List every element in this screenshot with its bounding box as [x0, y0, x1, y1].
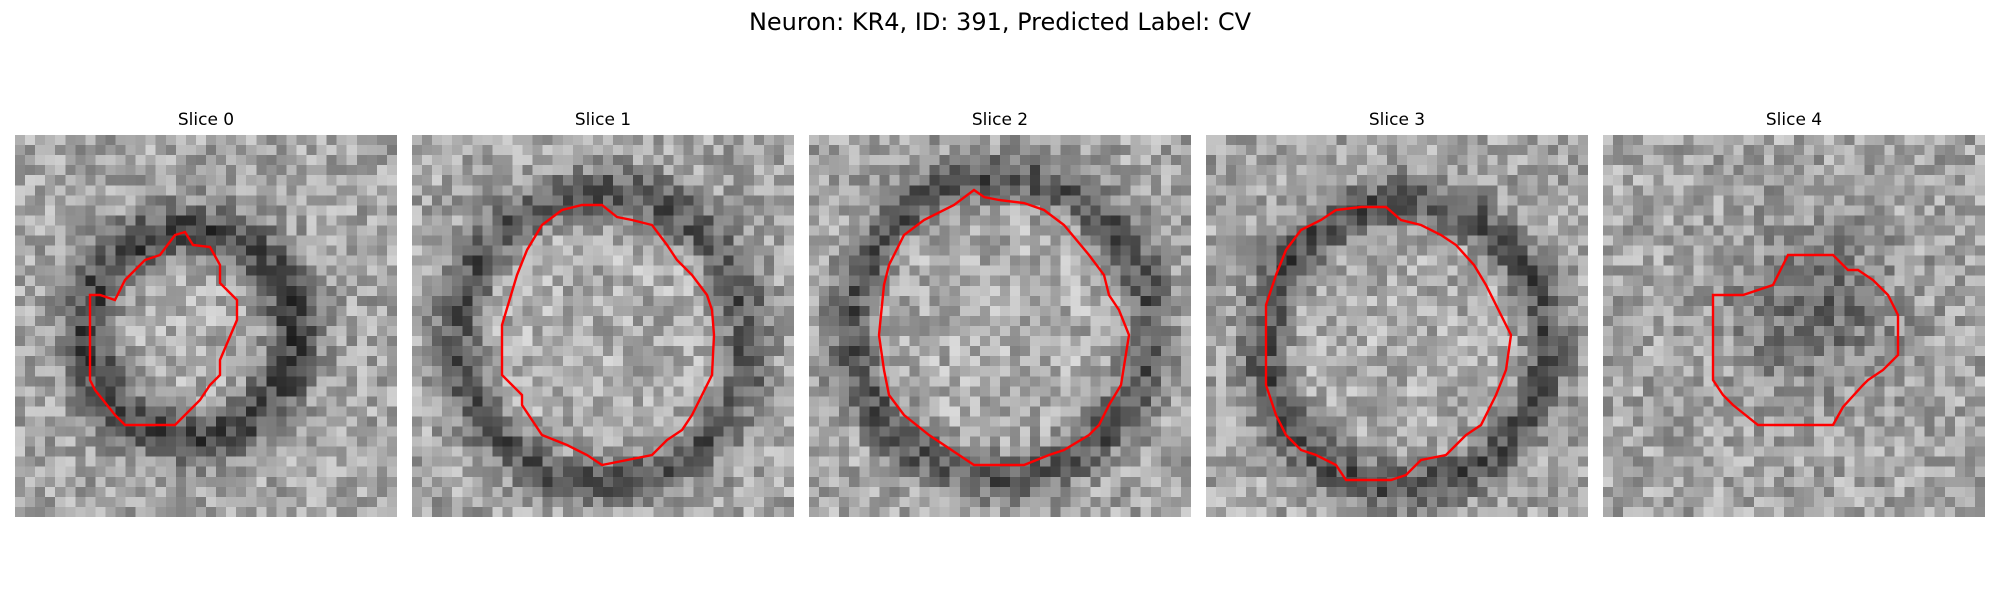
- slice-0-pixels: [15, 135, 397, 517]
- slice-0-contour: [88, 230, 239, 427]
- slice-1-contour: [500, 203, 716, 467]
- slice-3-image: [1206, 135, 1588, 517]
- slice-3-title: Slice 3: [1368, 110, 1426, 130]
- figure-title: Neuron: KR4, ID: 391, Predicted Label: C…: [748, 8, 1252, 36]
- slice-0-image: [15, 135, 397, 517]
- slice-0-title: Slice 0: [177, 110, 235, 130]
- slice-4-contour: [1711, 253, 1900, 427]
- slice-2-image: [809, 135, 1191, 517]
- slice-1-image: [412, 135, 794, 517]
- slice-3-contour: [1264, 205, 1513, 482]
- slice-2-contour: [877, 188, 1131, 467]
- slice-4-contour-line: [1711, 253, 1900, 427]
- slice-3-pixels: [1206, 135, 1588, 517]
- slice-1-title: Slice 1: [574, 110, 632, 130]
- slice-2-title: Slice 2: [971, 110, 1029, 130]
- slice-4-image: [1603, 135, 1985, 517]
- slice-1-contour-line: [500, 203, 716, 467]
- slice-4-title: Slice 4: [1765, 110, 1823, 130]
- slice-2-contour-line: [877, 188, 1131, 467]
- slice-0-contour-line: [88, 230, 239, 427]
- slice-4-pixels: [1603, 135, 1985, 517]
- slice-3-contour-line: [1264, 205, 1513, 482]
- slice-1-pixels: [412, 135, 794, 517]
- slice-2-pixels: [809, 135, 1191, 517]
